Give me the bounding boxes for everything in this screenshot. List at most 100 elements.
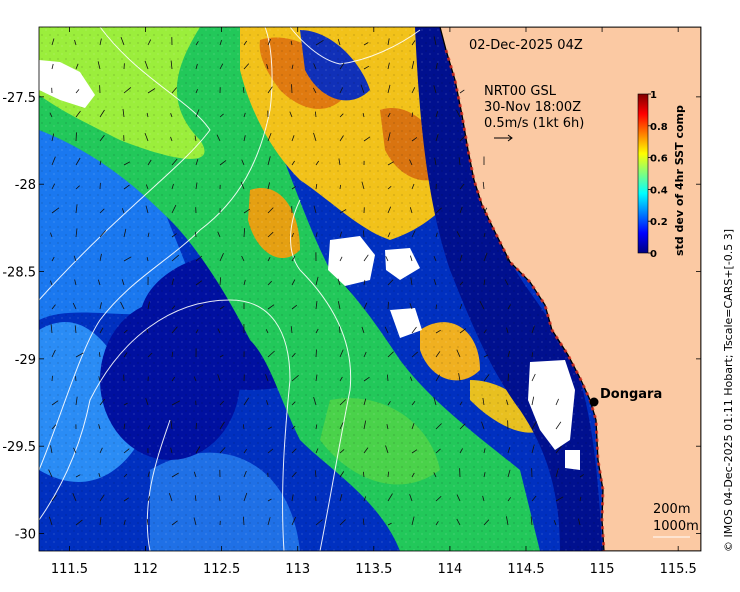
current-arrow [481, 421, 485, 430]
current-arrow [291, 494, 294, 502]
colorbar-tick-label: 0.2 [650, 217, 668, 228]
current-arrow [99, 208, 105, 214]
current-arrow [313, 132, 317, 142]
x-tick-label: 115 [590, 562, 615, 577]
current-arrow [433, 397, 437, 406]
current-arrow [315, 374, 318, 382]
current-arrow [433, 278, 437, 286]
current-arrow [411, 87, 416, 94]
current-arrow [193, 471, 197, 478]
current-arrow [409, 376, 413, 382]
current-arrow [361, 326, 365, 334]
current-arrow [243, 397, 250, 406]
current-arrow [433, 472, 437, 478]
current-arrow [171, 278, 174, 286]
current-arrow [144, 60, 149, 70]
current-arrow [435, 62, 438, 70]
current-arrow [219, 253, 224, 262]
current-note-line3: 0.5m/s (1kt 6h) [484, 116, 584, 131]
current-arrow [243, 516, 245, 526]
y-tick-label: -28.5 [2, 266, 36, 281]
current-arrow [99, 352, 101, 358]
current-arrow [505, 255, 509, 262]
x-tick-label: 114 [437, 562, 462, 577]
current-arrow [363, 420, 367, 430]
current-arrow [289, 111, 293, 118]
current-arrow [337, 301, 341, 310]
current-arrow [433, 85, 437, 94]
current-arrow [411, 112, 414, 118]
current-arrow [291, 279, 296, 286]
current-arrow [387, 493, 393, 502]
current-arrow [387, 185, 392, 190]
current-note-line1: NRT00 GSL [484, 84, 557, 99]
current-arrow [241, 159, 245, 166]
current-arrow [75, 519, 83, 526]
current-arrow [291, 186, 296, 190]
current-arrow [48, 469, 53, 478]
current-arrow [411, 423, 415, 430]
current-arrow [48, 516, 53, 526]
current-arrow [171, 204, 177, 214]
current-arrow [120, 36, 125, 46]
current-arrow [456, 494, 461, 502]
current-arrow [99, 517, 102, 526]
current-arrow [385, 256, 389, 262]
map-panel: Dongara 02-Dec-2025 04Z NRT00 GSL 30-Nov… [39, 27, 701, 551]
current-arrow [435, 448, 441, 454]
current-arrow [387, 401, 391, 406]
current-arrow [411, 137, 418, 142]
current-arrow [339, 209, 347, 214]
current-arrow [147, 88, 156, 94]
current-arrow [123, 473, 128, 478]
y-tick-label: -29 [15, 353, 36, 368]
x-axis: 111.5 112 112.5 113 113.5 114 114.5 115 115.5 [51, 27, 697, 577]
current-arrow [362, 518, 365, 526]
current-arrow [219, 113, 224, 118]
colorbar-tick-label: 0.4 [650, 185, 668, 196]
current-arrow [458, 157, 461, 166]
current-arrow [99, 447, 103, 454]
current-arrow [433, 255, 437, 262]
current-arrow [195, 41, 199, 46]
current-arrow [99, 327, 104, 334]
current-arrow [531, 352, 533, 358]
current-arrow [193, 517, 197, 526]
current-arrow [315, 424, 318, 430]
dongara-marker [589, 397, 599, 407]
current-arrow [147, 159, 152, 166]
current-arrow [459, 423, 466, 430]
current-arrow [97, 61, 101, 70]
current-arrow [75, 157, 81, 166]
current-arrow [459, 401, 463, 406]
current-arrow [579, 474, 585, 478]
current-arrow [315, 39, 324, 46]
current-arrow [459, 183, 465, 190]
current-arrow [195, 255, 203, 262]
current-arrow [219, 160, 227, 166]
current-arrow [195, 109, 200, 118]
current-arrow [435, 207, 442, 214]
current-arrow [482, 181, 485, 190]
current-arrow [409, 302, 413, 310]
current-arrow [387, 38, 390, 46]
current-arrow [50, 280, 53, 286]
x-tick-label: 112.5 [203, 562, 240, 577]
current-arrow [531, 325, 535, 334]
current-arrow [219, 39, 222, 46]
current-arrow [315, 519, 323, 526]
current-arrow [339, 326, 341, 334]
current-arrow [98, 376, 101, 382]
current-arrow [435, 133, 439, 142]
current-arrow [387, 84, 391, 94]
current-arrow [291, 64, 294, 70]
current-arrow [435, 374, 441, 382]
current-arrow [435, 351, 441, 358]
y-tick-label: -27.5 [2, 91, 36, 106]
current-arrow [50, 324, 53, 334]
current-arrow [339, 349, 344, 358]
current-arrow [168, 492, 173, 502]
current-arrow [291, 425, 296, 430]
current-arrow [459, 448, 463, 454]
current-arrow [73, 255, 77, 262]
